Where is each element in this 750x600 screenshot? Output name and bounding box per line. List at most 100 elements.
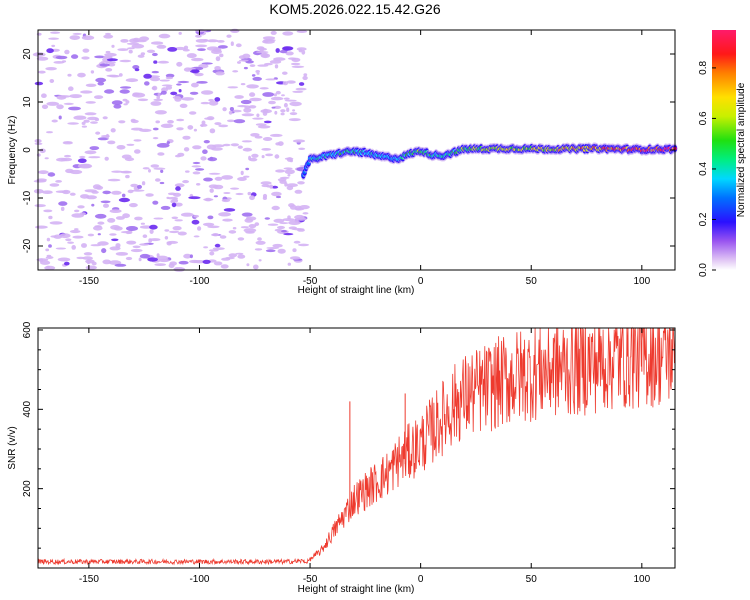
noise-blob bbox=[199, 123, 208, 127]
noise-blob bbox=[207, 157, 218, 162]
noise-blob bbox=[133, 139, 142, 142]
noise-blob bbox=[97, 137, 109, 141]
noise-blob bbox=[193, 128, 197, 132]
noise-blob bbox=[201, 120, 206, 125]
noise-blob bbox=[51, 119, 58, 123]
noise-blob bbox=[147, 257, 159, 262]
noise-blob bbox=[46, 131, 53, 134]
noise-blob bbox=[174, 202, 183, 207]
noise-blob bbox=[282, 31, 294, 36]
noise-blob bbox=[234, 95, 244, 99]
noise-blob bbox=[177, 80, 190, 84]
noise-blob bbox=[270, 96, 284, 101]
noise-blob bbox=[182, 180, 190, 184]
spectrogram-ytick-label: -10 bbox=[22, 190, 33, 205]
noise-blob bbox=[289, 101, 302, 107]
snr-series-line bbox=[37, 326, 676, 566]
noise-blob bbox=[127, 189, 134, 194]
noise-blob bbox=[281, 94, 285, 97]
noise-blob bbox=[273, 218, 285, 223]
noise-blob bbox=[160, 169, 164, 173]
noise-blob bbox=[287, 174, 291, 177]
noise-blob bbox=[94, 213, 107, 219]
snr-xtick-label: -50 bbox=[303, 574, 318, 585]
noise-blob bbox=[213, 261, 223, 266]
noise-blob bbox=[214, 243, 221, 248]
noise-blob bbox=[228, 230, 237, 234]
noise-blob bbox=[298, 48, 303, 53]
noise-blob bbox=[48, 244, 52, 248]
noise-blob bbox=[287, 262, 291, 266]
noise-blob bbox=[122, 213, 130, 219]
noise-blob bbox=[269, 184, 274, 189]
noise-blob bbox=[189, 91, 199, 95]
noise-blob bbox=[179, 103, 188, 109]
snr-ticks: -150 -100 -50 0 50 100 200 400 600 bbox=[22, 321, 675, 585]
noise-blob bbox=[55, 55, 68, 60]
noise-blob bbox=[202, 149, 208, 154]
noise-blob bbox=[288, 220, 301, 225]
noise-blob bbox=[176, 127, 184, 131]
noise-blob bbox=[171, 216, 179, 220]
noise-blob bbox=[81, 125, 87, 128]
noise-blob bbox=[94, 55, 106, 59]
noise-blob bbox=[302, 212, 309, 215]
noise-blob bbox=[209, 128, 216, 134]
noise-blob bbox=[248, 157, 258, 162]
noise-blob bbox=[42, 190, 53, 194]
noise-blob bbox=[178, 31, 182, 35]
noise-blob bbox=[79, 155, 86, 159]
noise-blob bbox=[85, 83, 97, 88]
noise-blob bbox=[83, 119, 90, 123]
noise-blob bbox=[192, 161, 201, 165]
noise-blob bbox=[203, 177, 213, 182]
noise-blob bbox=[228, 253, 238, 258]
noise-blob bbox=[149, 238, 161, 242]
colorbar-ticks: 0.0 0.2 0.4 0.6 0.8 bbox=[698, 61, 716, 277]
noise-blob bbox=[271, 106, 276, 109]
noise-blob bbox=[97, 221, 105, 225]
noise-blob bbox=[250, 133, 260, 137]
noise-blob bbox=[241, 212, 253, 217]
noise-blob bbox=[103, 203, 109, 208]
noise-blob bbox=[151, 86, 156, 90]
noise-blob bbox=[46, 265, 51, 269]
noise-blob bbox=[196, 183, 201, 186]
noise-blob bbox=[74, 209, 80, 213]
noise-blob bbox=[49, 79, 55, 83]
noise-blob bbox=[252, 76, 262, 81]
snr-ytick-label: 400 bbox=[22, 401, 33, 418]
noise-blob bbox=[94, 95, 104, 99]
noise-blob bbox=[294, 189, 303, 194]
snr-xtick-label: 50 bbox=[526, 574, 538, 585]
noise-blob bbox=[289, 158, 293, 163]
noise-blob bbox=[107, 63, 116, 67]
noise-blob bbox=[85, 101, 96, 104]
noise-blob bbox=[127, 47, 135, 50]
noise-blob bbox=[208, 184, 219, 189]
noise-blob bbox=[113, 226, 123, 231]
noise-blob bbox=[55, 247, 67, 250]
noise-blob bbox=[219, 235, 227, 239]
noise-blob bbox=[227, 119, 235, 123]
noise-blob bbox=[301, 50, 306, 55]
noise-blob bbox=[256, 113, 260, 118]
noise-blob bbox=[255, 123, 267, 126]
noise-blob bbox=[191, 57, 204, 62]
noise-blob bbox=[173, 267, 186, 272]
noise-blob bbox=[122, 98, 128, 102]
noise-blob bbox=[126, 240, 137, 245]
noise-blob bbox=[292, 248, 297, 253]
noise-blob bbox=[226, 34, 232, 38]
noise-blob bbox=[111, 190, 122, 195]
noise-blob bbox=[130, 119, 139, 124]
noise-blob bbox=[172, 226, 182, 231]
noise-blob bbox=[196, 81, 208, 84]
noise-blob bbox=[264, 217, 270, 220]
noise-blob bbox=[155, 178, 161, 182]
noise-blob bbox=[106, 58, 118, 62]
noise-blob bbox=[120, 39, 129, 43]
spectrogram-layer bbox=[32, 28, 678, 272]
snr-ytick-label: 200 bbox=[22, 480, 33, 497]
noise-blob bbox=[175, 154, 181, 158]
